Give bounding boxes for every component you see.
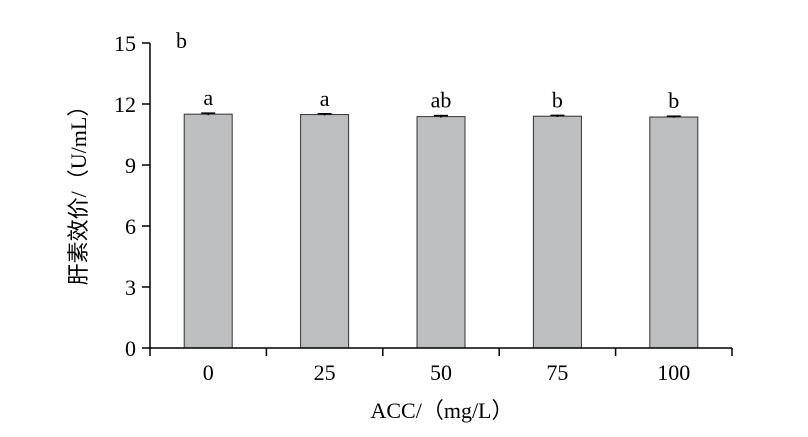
x-axis-title: ACC/（mg/L）: [370, 398, 513, 423]
x-ticks-group: 0 25 50 75 100: [149, 348, 733, 385]
bar-0: [183, 113, 233, 349]
significance-label-25: a: [320, 86, 330, 111]
y-tick-label: 0: [125, 336, 136, 361]
bar-100: [649, 116, 699, 349]
panel-label: b: [176, 28, 187, 53]
significance-labels-group: a a ab b b: [203, 85, 679, 113]
significance-label-75: b: [552, 87, 563, 112]
axes-group: [149, 43, 732, 349]
y-tick-label: 9: [125, 153, 136, 178]
bars-group: [183, 113, 699, 349]
y-tick-label: 15: [114, 31, 136, 56]
bar-50: [416, 116, 466, 349]
bar-75: [532, 115, 582, 349]
x-tick-label-75: 75: [546, 360, 568, 385]
significance-label-50: ab: [431, 88, 452, 113]
significance-label-100: b: [668, 88, 679, 113]
bar-25: [300, 114, 350, 349]
y-tick-label: 3: [125, 275, 136, 300]
error-bars-group: [201, 112, 681, 118]
x-tick-label-25: 25: [314, 360, 336, 385]
y-ticks-group: 0 3 6 9 12 15: [114, 31, 150, 361]
x-tick-label-0: 0: [203, 360, 214, 385]
significance-label-0: a: [203, 85, 213, 110]
y-axis-title: 肝素效价/（U/mL）: [66, 95, 91, 286]
x-tick-label-50: 50: [430, 360, 452, 385]
y-tick-label: 6: [125, 214, 136, 239]
x-tick-label-100: 100: [657, 360, 690, 385]
y-tick-label: 12: [114, 92, 136, 117]
